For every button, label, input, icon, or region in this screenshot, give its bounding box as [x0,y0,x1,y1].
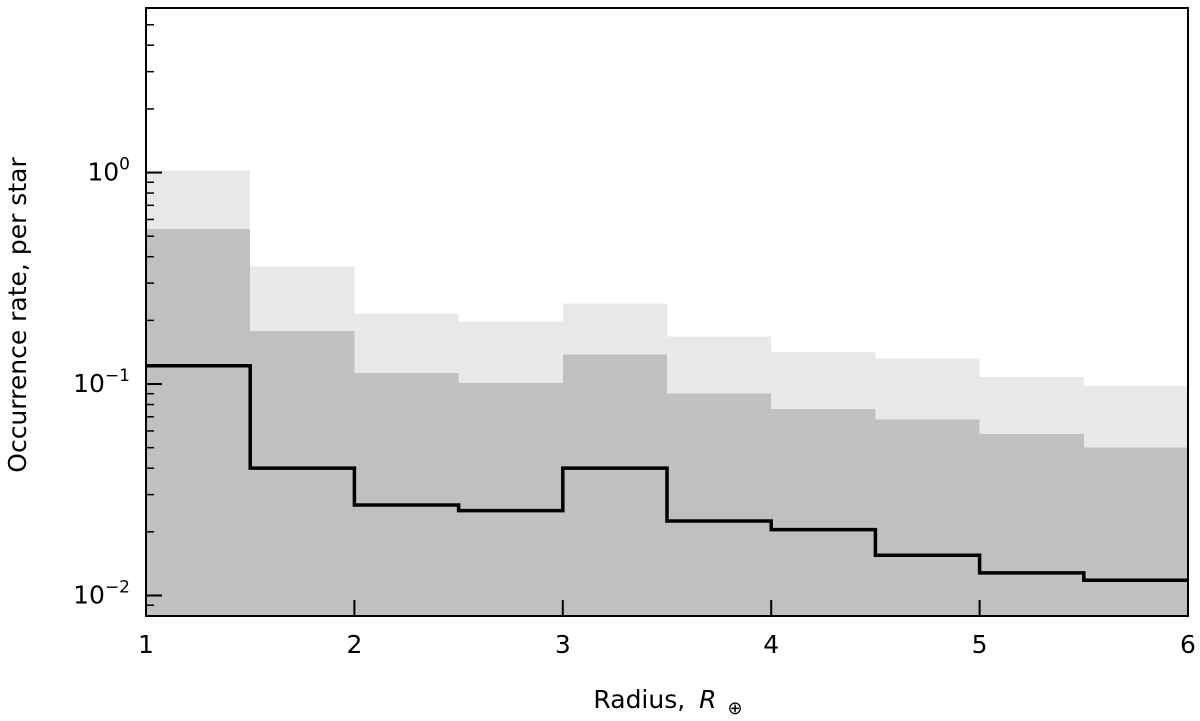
x-tick-label-6: 6 [1180,630,1196,659]
y-tick-label-exponent: 0 [119,155,130,175]
median-occurrence-step-line [146,364,1188,583]
inner-band-bin-4 [458,383,563,616]
x-tick-label-2: 2 [346,630,362,659]
plot-frame [145,7,1189,617]
inner-band-bin-5 [562,354,667,616]
x-axis-label-subscript: ⊕ [727,698,742,719]
x-tick-label-3: 3 [555,630,571,659]
y-tick-label-3: 100 [87,155,130,187]
x-tick-label-1: 1 [138,630,154,659]
inner-band-bin-3 [354,372,459,616]
y-tick-label-exponent: −1 [105,366,130,386]
inner-uncertainty-band [146,229,1188,616]
x-tick-label-5: 5 [972,630,988,659]
x-tick-labels: 1 2 3 4 5 6 [138,630,1196,659]
inner-band-bin-9 [979,434,1084,616]
x-tick-label-4: 4 [763,630,779,659]
x-ticks [145,600,1189,616]
x-axis-label: Radius, R ⊕ [593,685,742,719]
inner-band-bin-1 [146,229,251,616]
y-tick-label-2: 10−1 [73,366,130,398]
y-tick-label-exponent: −2 [105,578,130,598]
y-major-ticks [146,171,162,597]
x-axis-label-text: Radius, [593,685,685,714]
y-minor-ticks [146,7,154,617]
y-tick-label-base: 10 [73,581,105,610]
y-tick-label-base: 10 [73,369,105,398]
y-axis-label: Occurrence rate, per star [3,157,32,473]
inner-band-bin-7 [771,409,876,616]
inner-band-bin-8 [875,419,980,616]
y-tick-label-1: 10−2 [73,578,130,610]
inner-band-bin-10 [1083,447,1188,616]
inner-band-bin-6 [667,393,772,616]
y-tick-label-base: 10 [87,158,119,187]
x-axis-label-symbol: R [699,685,716,714]
inner-band-bin-2 [250,331,355,616]
